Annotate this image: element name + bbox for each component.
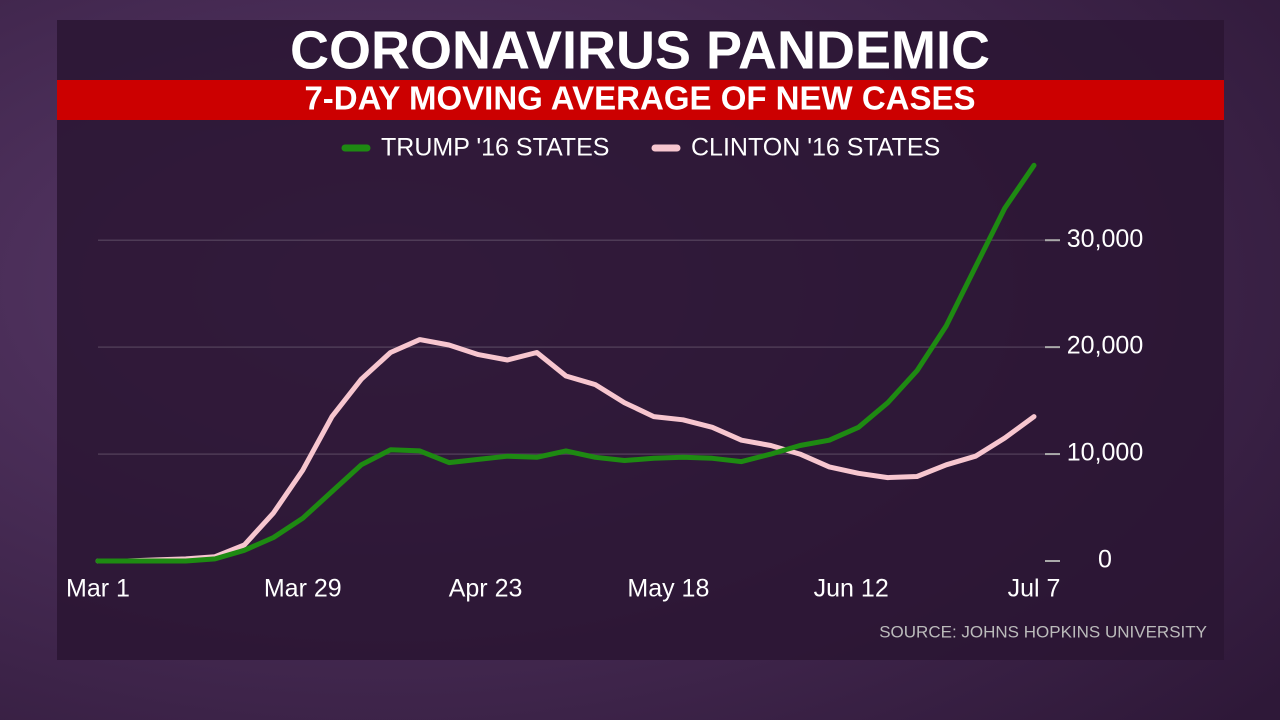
x-tick-label: May 18	[627, 575, 709, 603]
x-tick-label: Jun 12	[814, 575, 889, 603]
x-tick-label: Apr 23	[449, 575, 523, 603]
chart-subtitle: 7-DAY MOVING AVERAGE OF NEW CASES	[304, 80, 975, 117]
y-tick-label: 20,000	[1067, 332, 1143, 360]
series-line	[95, 337, 1037, 564]
x-tick-label: Mar 1	[66, 575, 130, 603]
x-tick-label: Jul 7	[1008, 575, 1061, 603]
series-line	[95, 162, 1037, 564]
chart-title: CORONAVIRUS PANDEMIC	[290, 20, 990, 80]
panel	[57, 20, 1224, 660]
y-tick-label: 10,000	[1067, 439, 1143, 467]
legend-label: CLINTON '16 STATES	[691, 134, 940, 162]
subtitle-banner	[57, 80, 1224, 120]
legend-label: TRUMP '16 STATES	[381, 134, 609, 162]
source: SOURCE: JOHNS HOPKINS UNIVERSITY	[879, 622, 1207, 641]
x-tick-label: Mar 29	[264, 575, 342, 603]
y-tick-label: 0	[1098, 546, 1112, 574]
y-tick-label: 30,000	[1067, 225, 1143, 253]
